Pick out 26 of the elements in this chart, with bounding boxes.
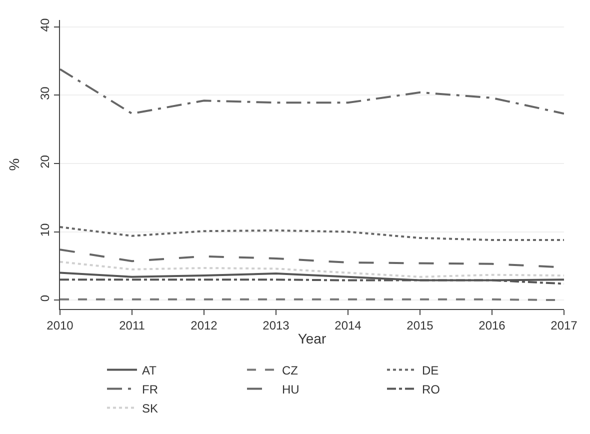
legend-label: SK xyxy=(142,401,158,416)
y-axis-title: % xyxy=(6,158,22,171)
x-tick-label: 2012 xyxy=(190,318,218,332)
legend-label: FR xyxy=(142,382,158,396)
legend-label: CZ xyxy=(282,363,298,378)
legend-label: HU xyxy=(282,382,300,396)
x-tick-label: 2011 xyxy=(119,318,146,332)
x-tick-label: 2017 xyxy=(550,318,578,332)
legend-label: AT xyxy=(142,363,158,378)
x-tick-label: 2016 xyxy=(478,318,506,332)
y-tick-label: 10 xyxy=(38,223,52,237)
legend-label: RO xyxy=(422,382,440,396)
line-series xyxy=(60,68,564,115)
x-tick-label: 2010 xyxy=(46,318,74,332)
x-tick-label: 2014 xyxy=(334,318,362,332)
line-series xyxy=(60,272,564,282)
x-tick-label: 2015 xyxy=(406,318,434,332)
line-series xyxy=(60,226,564,241)
x-tick-label: 2013 xyxy=(262,318,290,332)
y-tick-label: 20 xyxy=(38,154,52,168)
y-tick-label: 30 xyxy=(38,86,52,100)
line-series xyxy=(60,260,564,278)
x-axis-title: Year xyxy=(298,330,326,347)
y-tick-label: 40 xyxy=(38,18,52,32)
legend-label: DE xyxy=(422,363,439,378)
y-tick-label: 0 xyxy=(38,294,52,302)
